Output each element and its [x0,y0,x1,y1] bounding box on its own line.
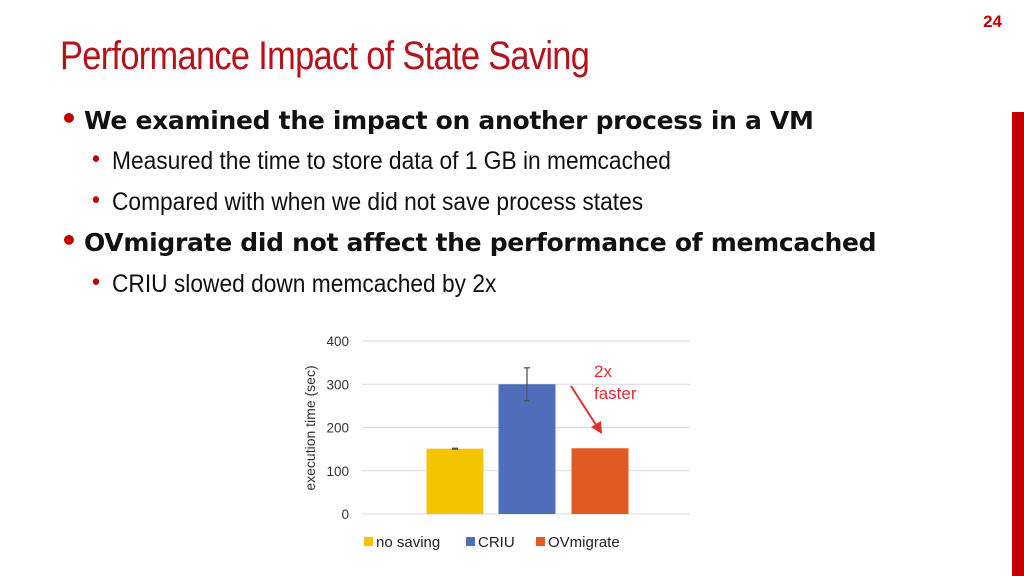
bullet-text: CRIU slowed down memcached by 2x [112,270,497,298]
bullet-text: Measured the time to store data of 1 GB … [112,147,671,175]
bullet-dot-icon: • [91,186,100,214]
slide-number: 24 [983,12,1002,31]
y-axis-label: execution time (sec) [302,365,318,490]
annotation-arrow-head-icon [591,421,602,434]
bullet-dot-icon: • [60,102,78,135]
legend-label: CRIU [478,534,515,551]
bullet-dot-icon: • [91,268,100,296]
legend-swatch [364,537,373,546]
bar-no-saving [426,448,484,514]
annotation-line-1: 2x [594,362,612,381]
accent-side-bar [1012,112,1024,576]
bullet-item: • We examined the impact on another proc… [60,102,814,135]
annotation-line-2: faster [594,384,637,403]
y-tick-label: 400 [326,334,349,349]
chart-error-bars [452,367,530,450]
annotation-arrow-line [570,385,599,429]
y-tick-label: 200 [326,421,349,436]
bullet-text: We examined the impact on another proces… [84,106,814,135]
chart-legend: no saving CRIU OVmigrate [364,534,620,551]
y-tick-label: 100 [326,464,349,479]
bullet-dot-icon: • [60,224,78,257]
legend-label: no saving [376,534,440,551]
y-tick-label: 0 [341,507,349,522]
bullet-item: • Compared with when we did not save pro… [92,186,644,217]
bullet-dot-icon: • [91,145,100,173]
chart-y-ticks: 0 100 200 300 400 [326,334,349,522]
bullet-text: OVmigrate did not affect the performance… [84,228,877,257]
legend-swatch [536,537,545,546]
bar-criu [498,384,556,514]
bar-ovmigrate [571,448,629,514]
chart-bars [426,384,629,514]
bullet-item: • OVmigrate did not affect the performan… [60,224,877,257]
slide-title: Performance Impact of State Saving [60,34,590,78]
bullet-item: • Measured the time to store data of 1 G… [92,145,671,176]
legend-swatch [466,537,475,546]
y-tick-label: 300 [326,377,349,392]
bullet-text: Compared with when we did not save proce… [112,188,644,216]
speedup-annotation: 2x faster [570,362,637,434]
error-bar [524,367,530,402]
bullet-item: • CRIU slowed down memcached by 2x [92,268,497,299]
legend-label: OVmigrate [548,534,620,551]
error-bar [452,447,458,450]
